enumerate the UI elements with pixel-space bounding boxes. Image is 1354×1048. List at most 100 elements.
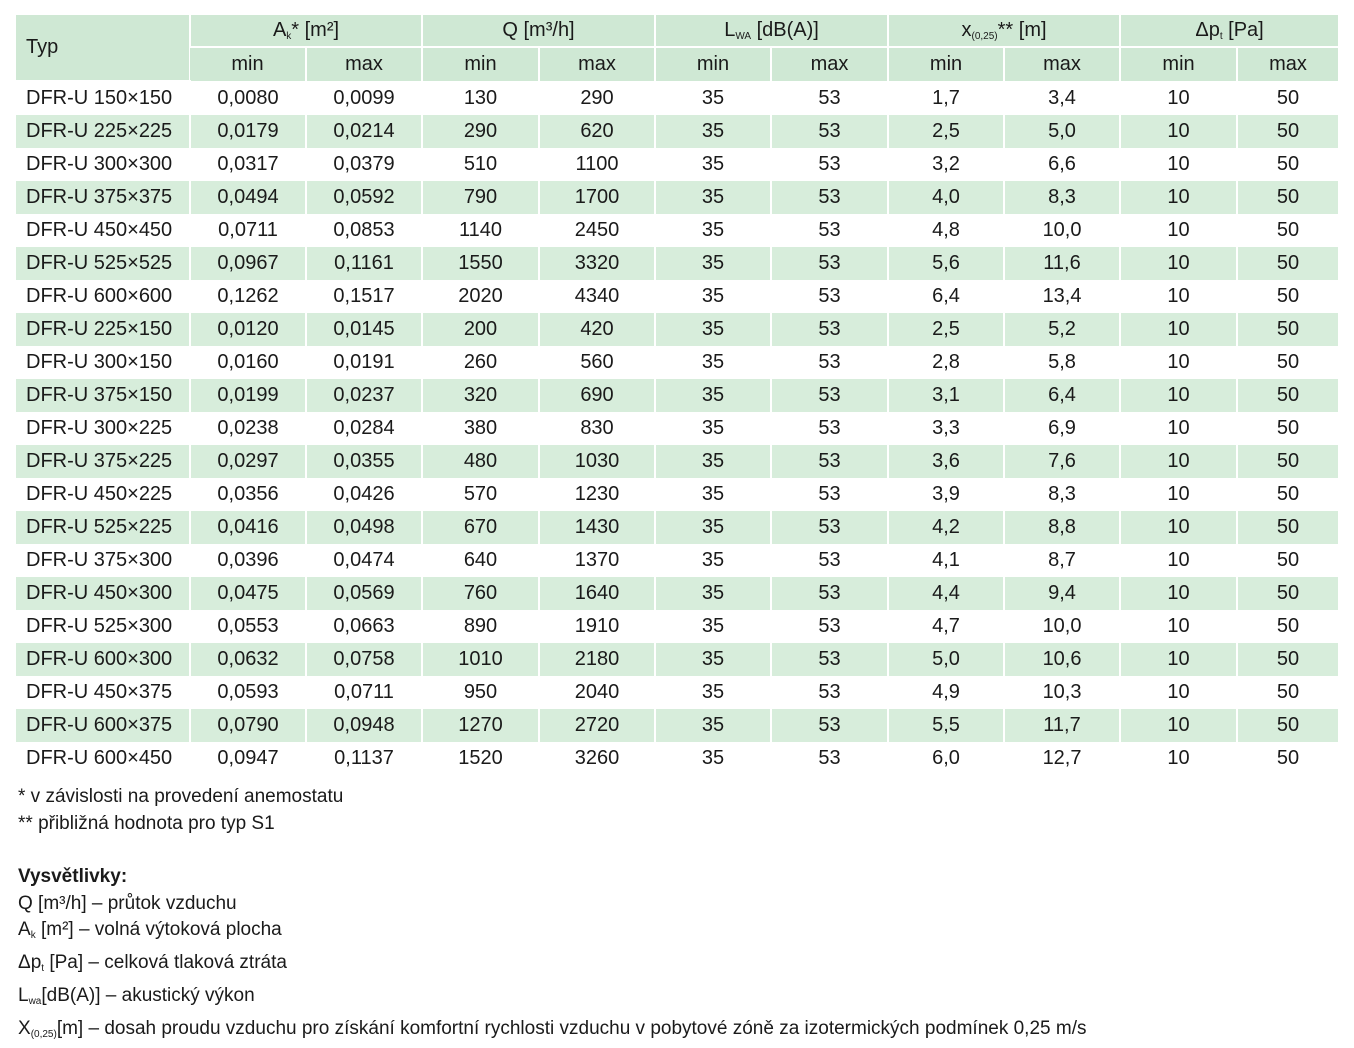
value-cell: 5,6: [887, 247, 1005, 280]
table-row: DFR-U 525×525 0,0967 0,1161 1550 3320 35 53 5,6…: [16, 247, 1339, 280]
table-row: DFR-U 525×300 0,0553 0,0663 890 1910 35 53 4,7 1…: [16, 610, 1338, 643]
value-cell: 10,6: [1003, 643, 1121, 676]
subheader-cell: max: [770, 47, 889, 81]
value-cell: 1430: [537, 511, 656, 544]
value-cell: 1010: [421, 643, 539, 676]
value-cell: 53: [770, 445, 889, 478]
value-cell: 0,0948: [305, 709, 422, 742]
value-cell: 3,9: [932, 483, 960, 505]
value-cell: 7,6: [1003, 445, 1121, 478]
value-cell: 420: [537, 313, 656, 346]
value-cell: 690: [537, 379, 656, 412]
value-cell: 10,3: [1042, 681, 1082, 703]
value-cell: 35: [654, 181, 772, 214]
value-cell: 1700: [537, 181, 656, 214]
value-cell: 9,4: [1003, 577, 1121, 610]
value-cell: 1140: [458, 219, 502, 241]
value-cell: 670: [421, 511, 539, 544]
value-cell: 50: [1276, 483, 1300, 505]
value-cell: 0,1161: [305, 247, 422, 280]
value-cell: 3,1: [887, 379, 1005, 412]
value-cell: 10: [1167, 681, 1190, 703]
type-cell: DFR-U 375×225: [16, 445, 190, 478]
value-cell: 1,7: [932, 86, 960, 109]
value-cell: 1550: [421, 247, 539, 280]
value-cell: 10: [1119, 577, 1238, 610]
type-cell: DFR-U 375×150: [16, 379, 190, 412]
table-row: DFR-U 450×375 0,0593 0,0711 950 2040 35 53 4,9 1…: [16, 676, 1338, 709]
value-cell: 4,1: [932, 549, 960, 571]
value-cell: 0,0553: [217, 615, 279, 637]
value-cell: 50: [1236, 247, 1339, 280]
value-cell: 0,0379: [333, 153, 395, 175]
text: X: [18, 1017, 31, 1039]
value-cell: 11,6: [1003, 247, 1121, 280]
subscript: k: [30, 930, 36, 942]
value-cell: 1370: [574, 549, 620, 571]
table-row: DFR-U 150×150 0,0080 0,0099 130 290 35 53 1,7 3,…: [16, 81, 1338, 115]
text: Q [m³/h]: [502, 19, 575, 41]
value-cell: 3,4: [1048, 86, 1076, 109]
value-cell: 53: [770, 247, 889, 280]
table-head: Typ Ak* [m²] Q [m³/h] LWA [dB(A)] x(0,25)**…: [16, 15, 1339, 82]
text: [m] – dosah proudu vzduchu pro získání k…: [56, 1017, 1087, 1039]
value-cell: 380: [463, 417, 498, 439]
value-cell: 0,0758: [305, 643, 422, 676]
value-cell: 0,0474: [333, 549, 395, 571]
value-cell: 50: [1236, 511, 1339, 544]
value-cell: 0,0284: [333, 417, 395, 439]
value-cell: 53: [770, 511, 889, 544]
footnote: ** přibližná hodnota pro typ S1: [18, 812, 275, 834]
text: A: [18, 919, 31, 941]
type-cell: DFR-U 450×375: [26, 681, 173, 703]
type-cell: DFR-U 525×300: [26, 615, 173, 637]
subscript: wa: [28, 995, 42, 1007]
value-cell: 10: [1119, 247, 1238, 280]
value-cell: 53: [770, 379, 889, 412]
value-cell: 1910: [574, 615, 620, 637]
table-row: DFR-U 525×225 0,0416 0,0498 670 1430 35 53 4,2 8…: [16, 511, 1339, 544]
type-cell: DFR-U 375×300: [26, 549, 173, 571]
subheader-cell: max: [1003, 47, 1121, 81]
value-cell: 13,4: [1042, 285, 1082, 307]
table-row: DFR-U 225×150 0,0120 0,0145 200 420 35 53 2,5 5,…: [16, 313, 1339, 346]
value-cell: 950: [463, 681, 498, 703]
value-cell: 0,0967: [189, 247, 306, 280]
type-cell: DFR-U 600×300: [16, 643, 190, 676]
value-cell: 0,0498: [305, 511, 422, 544]
header-cell: x(0,25)** [m]: [887, 15, 1121, 48]
value-cell: 0,0711: [218, 219, 278, 241]
value-cell: 35: [654, 247, 772, 280]
value-cell: 4340: [574, 285, 620, 307]
value-cell: 50: [1276, 615, 1300, 637]
text: [Pa] – celková tlaková ztráta: [44, 952, 287, 974]
value-cell: 3260: [574, 747, 620, 769]
value-cell: 35: [701, 417, 725, 439]
value-cell: 0,1517: [333, 285, 395, 307]
value-cell: 53: [770, 577, 889, 610]
value-cell: 0,0317: [217, 153, 279, 175]
value-cell: 6,4: [1003, 379, 1121, 412]
value-cell: 130: [463, 86, 498, 109]
value-cell: 0,0416: [189, 511, 306, 544]
value-cell: 5,0: [887, 643, 1005, 676]
value-cell: 0,0711: [334, 681, 394, 703]
value-cell: 50: [1276, 681, 1300, 703]
text: Δp: [1195, 19, 1220, 41]
type-cell: DFR-U 150×150: [26, 87, 173, 109]
value-cell: 0,0569: [305, 577, 422, 610]
legend-item: Q [m³/h] – průtok vzduchu: [18, 891, 1086, 918]
value-cell: 1230: [574, 483, 620, 505]
value-cell: 2720: [537, 709, 656, 742]
value-cell: 35: [654, 445, 772, 478]
value-cell: 320: [421, 379, 539, 412]
value-cell: 830: [580, 417, 614, 439]
value-cell: 6,6: [1048, 153, 1076, 175]
value-cell: 6,4: [932, 285, 960, 307]
value-cell: 35: [701, 681, 725, 703]
table-row: DFR-U 300×300 0,0317 0,0379 510 1100 35 53 3,2 6…: [16, 148, 1338, 181]
value-cell: 260: [463, 351, 498, 373]
value-cell: 0,0593: [217, 681, 279, 703]
type-cell: DFR-U 450×225: [26, 483, 173, 505]
